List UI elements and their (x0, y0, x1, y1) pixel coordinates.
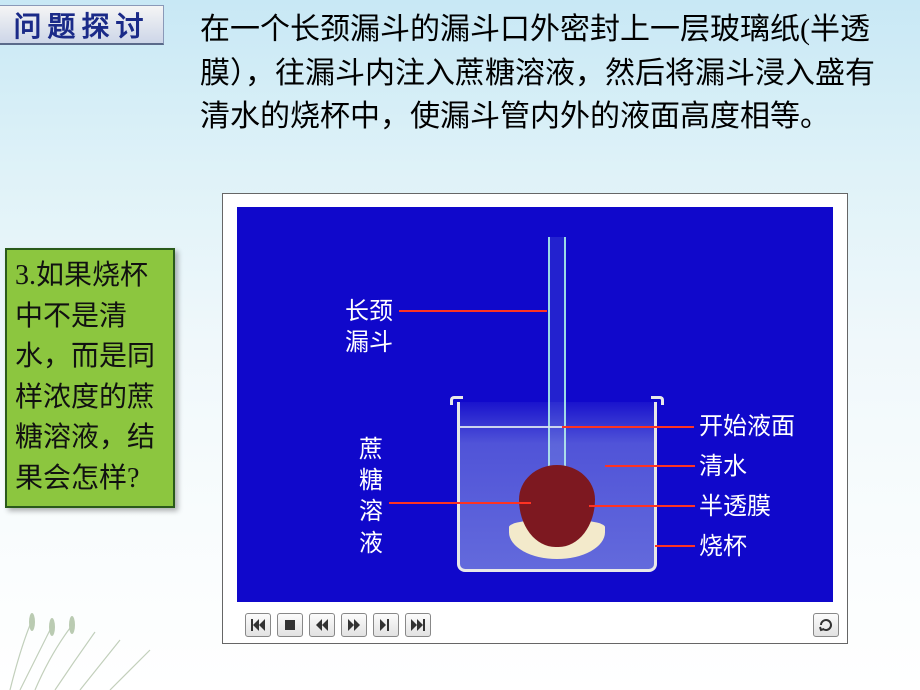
next-button[interactable] (341, 613, 367, 637)
pointer-beaker (655, 545, 695, 547)
pointer-membrane (589, 505, 695, 507)
label-sucrose: 蔗 糖 溶 液 (359, 435, 383, 560)
pointer-start-level (562, 426, 694, 428)
label-funnel: 长颈 漏斗 (345, 297, 393, 359)
section-title: 问题探讨 (0, 5, 164, 45)
label-beaker: 烧杯 (699, 532, 747, 563)
label-membrane: 半透膜 (699, 492, 771, 523)
label-water: 清水 (699, 452, 747, 483)
question-box: 3.如果烧杯中不是清水，而是同样浓度的蔗糖溶液，结果会怎样? (5, 248, 175, 508)
label-start-level: 开始液面 (699, 412, 795, 443)
osmosis-diagram: 长颈 漏斗 蔗 糖 溶 液 开始液面 清水 半透膜 烧杯 (237, 207, 833, 602)
pointer-water (605, 465, 695, 467)
first-button[interactable] (245, 613, 271, 637)
decorative-grass (0, 610, 220, 690)
loop-button[interactable] (813, 613, 839, 637)
prev-button[interactable] (309, 613, 335, 637)
pointer-sucrose (389, 502, 531, 504)
description-text: 在一个长颈漏斗的漏斗口外密封上一层玻璃纸(半透膜），往漏斗内注入蔗糖溶液，然后将… (200, 8, 900, 139)
pointer-funnel (399, 310, 547, 312)
play-button[interactable] (373, 613, 399, 637)
last-button[interactable] (405, 613, 431, 637)
media-controls (245, 613, 431, 637)
stop-button[interactable] (277, 613, 303, 637)
